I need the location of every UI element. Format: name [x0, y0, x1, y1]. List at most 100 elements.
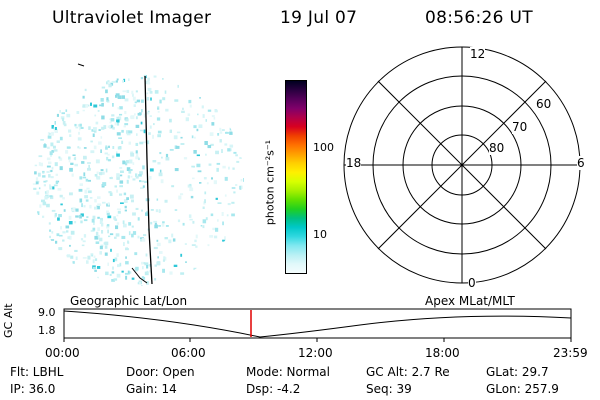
emission-pixel [97, 216, 100, 219]
emission-pixel [90, 102, 92, 106]
emission-pixel [208, 163, 212, 166]
emission-pixel [116, 116, 120, 119]
emission-pixel [87, 190, 92, 194]
altitude-xtick-1800: 18:00 [425, 346, 460, 360]
emission-pixel [126, 133, 131, 136]
emission-pixel [243, 178, 244, 182]
emission-pixel [42, 175, 46, 178]
emission-pixel [131, 225, 134, 228]
emission-pixel [84, 189, 88, 194]
emission-pixel [158, 172, 163, 177]
emission-pixel [79, 126, 81, 131]
emission-pixel [116, 189, 118, 193]
emission-pixel [193, 267, 197, 271]
emission-pixel [172, 238, 176, 242]
emission-pixel [92, 215, 96, 220]
emission-pixel [138, 174, 142, 177]
emission-pixel [139, 180, 142, 183]
emission-pixel [191, 135, 194, 139]
emission-pixel [116, 176, 120, 180]
emission-pixel [207, 244, 210, 247]
emission-pixel [156, 117, 161, 121]
emission-pixel [115, 225, 119, 230]
emission-pixel [229, 127, 232, 131]
emission-pixel [61, 112, 65, 115]
emission-pixel [101, 126, 105, 130]
emission-pixel [98, 141, 102, 145]
emission-pixel [150, 97, 152, 101]
emission-pixel [150, 221, 153, 225]
emission-pixel [153, 75, 157, 78]
emission-pixel [40, 139, 44, 141]
emission-pixel [101, 222, 104, 227]
gc-alt-readout: GC Alt: 2.7 Re [366, 365, 450, 379]
emission-pixel [188, 214, 192, 218]
emission-pixel [75, 215, 79, 218]
emission-pixel [35, 177, 39, 181]
emission-pixel [68, 146, 71, 149]
emission-pixel [81, 161, 85, 164]
emission-pixel [51, 150, 55, 153]
emission-pixel [122, 80, 124, 83]
emission-pixel [185, 261, 187, 263]
emission-pixel [121, 270, 124, 273]
emission-pixel [184, 243, 187, 245]
emission-pixel [48, 132, 51, 135]
uv-image-disc [32, 74, 244, 286]
emission-pixel [214, 109, 218, 113]
apex-projection-label: Apex MLat/MLT [425, 294, 515, 308]
emission-pixel [81, 244, 85, 247]
coastline-fragment [131, 267, 148, 284]
altitude-xtick-0000: 00:00 [45, 346, 80, 360]
emission-pixel [155, 209, 159, 213]
emission-pixel [196, 163, 201, 168]
emission-pixel [165, 157, 170, 161]
time-label: 08:56:26 UT [425, 8, 533, 28]
emission-pixel [94, 258, 98, 261]
emission-pixel [99, 245, 103, 250]
emission-pixel [55, 173, 58, 176]
emission-pixel [68, 221, 73, 225]
emission-pixel [128, 78, 130, 81]
emission-pixel [139, 129, 143, 132]
emission-pixel [112, 126, 115, 130]
emission-pixel [46, 171, 50, 173]
emission-pixel [106, 97, 109, 101]
emission-pixel [154, 278, 157, 281]
emission-pixel [121, 140, 124, 144]
emission-pixel [119, 185, 123, 188]
altitude-ytick-1-8: 1.8 [38, 324, 56, 337]
emission-pixel [79, 183, 83, 186]
emission-pixel [56, 113, 59, 117]
emission-pixel [107, 125, 111, 128]
emission-pixel [51, 131, 54, 136]
emission-pixel [123, 242, 125, 246]
emission-pixel [169, 149, 174, 151]
emission-pixel [58, 247, 63, 251]
emission-pixel [65, 150, 69, 154]
emission-pixel [131, 90, 134, 95]
emission-pixel [227, 148, 231, 152]
emission-pixel [108, 84, 112, 88]
polar-diagonal-2 [377, 80, 547, 250]
emission-pixel [59, 136, 63, 141]
emission-pixel [42, 215, 45, 218]
emission-pixel [106, 212, 110, 216]
emission-pixel [114, 257, 118, 262]
emission-pixel [173, 264, 178, 267]
emission-pixel [99, 220, 103, 224]
emission-pixel [54, 162, 58, 167]
emission-pixel [105, 89, 108, 94]
emission-pixel [105, 168, 108, 173]
emission-pixel [51, 231, 54, 234]
emission-pixel [235, 154, 238, 157]
emission-pixel [205, 153, 207, 156]
emission-pixel [126, 130, 130, 134]
emission-pixel [189, 104, 192, 108]
emission-pixel [44, 195, 48, 200]
emission-pixel [231, 201, 235, 204]
emission-pixel [163, 256, 166, 260]
emission-pixel [157, 111, 160, 113]
emission-pixel [165, 153, 169, 158]
emission-pixel [174, 99, 179, 102]
